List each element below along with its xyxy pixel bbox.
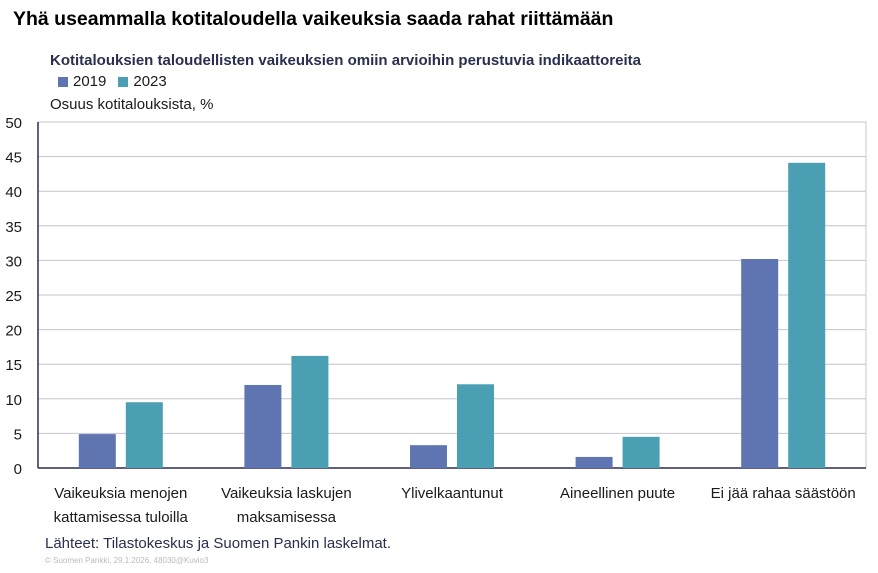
chart-title: Yhä useammalla kotitaloudella vaikeuksia…: [13, 8, 614, 30]
y-tick-label: 35: [5, 219, 22, 236]
x-tick-label: Aineellinen puute: [560, 485, 675, 502]
legend-item-2023: 2023: [118, 73, 167, 90]
y-tick-label: 30: [5, 253, 22, 270]
y-tick-label: 40: [5, 184, 22, 201]
bar-2023: [125, 402, 163, 468]
y-tick-label: 10: [5, 392, 22, 409]
y-tick-label: 0: [14, 461, 22, 478]
bar-2023: [291, 355, 329, 468]
x-tick-label: Vaikeuksia menojen: [54, 485, 187, 502]
bar-2019: [741, 259, 779, 468]
bar-2023: [457, 384, 494, 468]
legend-swatch-2023: [118, 76, 129, 87]
y-tick-label: 25: [5, 288, 22, 305]
bar-2019: [575, 456, 613, 468]
bar-2019: [244, 384, 282, 468]
legend-label: 2019: [73, 73, 107, 90]
y-tick-label: 5: [14, 426, 22, 443]
legend-swatch-2019: [58, 76, 68, 87]
x-tick-label: Vaikeuksia laskujen: [221, 485, 352, 502]
legend: 2019 2023: [58, 73, 167, 90]
y-axis-label: Osuus kotitalouksista, %: [50, 96, 214, 113]
y-tick-label: 50: [5, 115, 22, 132]
x-tick-label: maksamisessa: [237, 509, 337, 526]
legend-label: 2023: [133, 73, 167, 90]
bar-2019: [410, 445, 447, 468]
y-tick-label: 15: [5, 357, 22, 374]
bar-2023: [788, 162, 826, 468]
bar-2023: [622, 436, 660, 468]
copyright-note: © Suomen Pankki, 29.1.2026, 48030@Kuvio3: [45, 556, 209, 565]
y-tick-label: 20: [5, 323, 22, 340]
x-tick-label: Ei jää rahaa säästöön: [711, 485, 856, 502]
bar-2019: [78, 434, 116, 468]
x-tick-label: kattamisessa tuloilla: [54, 509, 189, 526]
x-tick-label: Ylivelkaantunut: [401, 485, 504, 502]
source-note: Lähteet: Tilastokeskus ja Suomen Pankin …: [45, 535, 392, 552]
y-tick-label: 45: [5, 150, 22, 167]
chart-subtitle: Kotitalouksien taloudellisten vaikeuksie…: [50, 52, 641, 69]
legend-item-2019: 2019: [58, 73, 106, 90]
